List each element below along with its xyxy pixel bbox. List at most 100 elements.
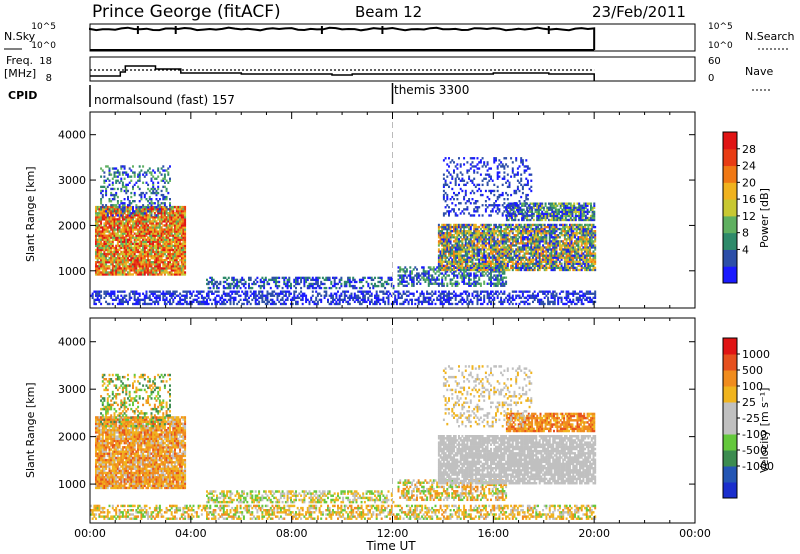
power-cell [567, 264, 570, 268]
power-cell [150, 248, 153, 252]
power-cell [449, 256, 452, 259]
power-cell [148, 269, 151, 272]
power-cell [116, 265, 119, 268]
power-cell [316, 276, 319, 280]
power-cell [101, 216, 104, 219]
power-cell [160, 212, 163, 215]
power-cell [589, 268, 592, 272]
power-cell [486, 282, 489, 285]
power-cell [244, 280, 247, 284]
power-cell [498, 242, 501, 245]
power-cell [123, 167, 126, 170]
power-cell [488, 278, 491, 281]
power-cell [553, 260, 556, 263]
power-cell [560, 256, 563, 259]
power-cell [500, 274, 503, 277]
power-cell [584, 204, 587, 207]
power-cell [553, 202, 555, 205]
power-cell [120, 187, 123, 191]
power-cell [526, 268, 529, 272]
power-cell [550, 234, 553, 237]
power-cell [177, 218, 180, 221]
power-cell [95, 242, 97, 246]
power-cell [405, 280, 408, 283]
power-cell [533, 252, 536, 255]
power-cell [111, 261, 114, 264]
power-cell [533, 264, 536, 268]
power-cell [437, 248, 440, 251]
power-cell [511, 266, 514, 270]
power-cell [175, 259, 178, 262]
power-cell [128, 234, 131, 237]
power-cell [583, 204, 586, 207]
power-cell [560, 250, 563, 253]
power-cell [594, 248, 597, 251]
power-cell [592, 252, 595, 255]
power-cell [169, 177, 171, 180]
power-cell [508, 250, 511, 253]
power-cell [132, 216, 134, 219]
power-cell [422, 278, 425, 281]
power-cell [96, 230, 99, 233]
power-cell [155, 263, 158, 266]
power-cell [550, 258, 553, 261]
power-cell [111, 187, 114, 191]
power-cell [106, 177, 109, 180]
power-cell [130, 218, 133, 221]
power-cell [523, 266, 526, 270]
power-cell [560, 254, 563, 257]
power-cell [579, 268, 581, 272]
power-cell [132, 185, 134, 189]
power-cell [555, 227, 558, 231]
power-cell [569, 204, 572, 207]
power-cell [479, 282, 482, 285]
power-cell [108, 240, 111, 243]
power-cell [116, 179, 119, 182]
power-cell [555, 254, 558, 257]
power-cell [511, 242, 514, 245]
power-cell [135, 244, 138, 248]
power-cell [538, 256, 541, 259]
power-cell [486, 270, 489, 273]
power-cell [523, 242, 526, 245]
power-cell [138, 238, 141, 241]
power-cell [525, 262, 528, 265]
power-cell [431, 278, 434, 281]
power-cell [175, 216, 178, 219]
power-cell [471, 248, 474, 251]
power-cell [95, 252, 97, 256]
power-cell [170, 242, 173, 246]
power-cell [110, 263, 113, 266]
power-cell [100, 246, 103, 250]
power-cell [143, 238, 146, 241]
power-cell [538, 236, 541, 239]
power-cell [545, 264, 548, 268]
power-cell [585, 244, 588, 247]
power-cell [458, 262, 460, 265]
power-cell [158, 273, 161, 276]
power-cell [160, 220, 163, 223]
power-cell [495, 242, 497, 245]
power-cell [125, 187, 128, 191]
power-cell [580, 242, 583, 245]
power-cell [537, 250, 539, 253]
power-cell [537, 210, 540, 214]
nsky-trace [89, 26, 596, 51]
power-cell [212, 278, 215, 282]
power-cell [511, 260, 514, 263]
power-cell [105, 224, 108, 227]
power-cell [498, 278, 501, 281]
power-cell [120, 257, 123, 260]
power-cell [384, 286, 387, 290]
power-cell [184, 259, 187, 262]
power-cell [532, 234, 534, 237]
power-cell [120, 234, 123, 237]
power-cell [110, 269, 113, 272]
power-cell [543, 232, 546, 235]
power-cell [182, 224, 185, 227]
power-cell [469, 225, 472, 229]
power-cell [469, 238, 472, 241]
power-cell [567, 252, 570, 255]
power-cell [121, 230, 124, 233]
power-cell [479, 227, 482, 231]
